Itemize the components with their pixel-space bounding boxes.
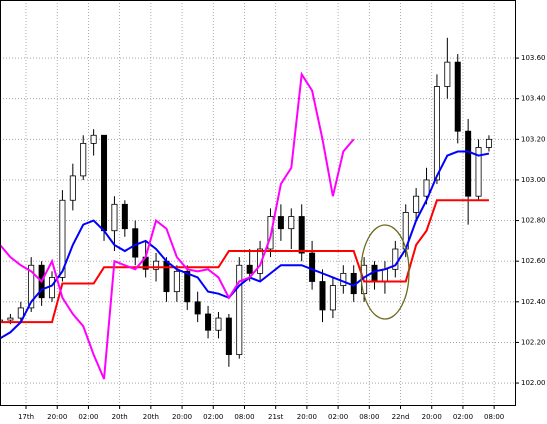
y-tick-label: 103.40 [521,95,546,103]
candle-body [288,216,295,230]
candle-body [225,317,232,356]
y-tick-label: 102.80 [521,217,546,225]
indicator-line [0,150,490,340]
candle-body [17,307,24,319]
annotation-ellipse [360,224,410,320]
candle-body [309,252,316,282]
plot [0,37,492,380]
candle-body [90,134,97,144]
candle-body [0,319,4,323]
candle-body [257,248,264,274]
x-tick-label: 17th [18,413,34,421]
candle-body [215,317,222,331]
candle-body [7,317,14,321]
x-tick-label: 20:00 [422,413,442,421]
y-tick-label: 103.60 [521,54,546,62]
candle-body [433,86,440,181]
candle-body [111,203,118,232]
indicator-line [0,71,355,380]
candle-body [319,281,326,311]
candle-body [277,216,284,230]
x-tick-label: 02:00 [78,413,98,421]
candle-body [340,272,347,286]
candle-body [28,264,35,309]
y-tick-label: 103.00 [521,176,546,184]
candle-body [69,175,76,201]
candle-body [392,248,399,270]
x-tick-label: 20:00 [297,413,317,421]
x-tick-label: 08:00 [484,413,504,421]
x-tick-label: 08:00 [234,413,254,421]
x-tick-label: 21st [268,413,284,421]
x-tick-label: 20th [143,413,159,421]
candle-body [194,301,201,315]
y-tick-label: 103.20 [521,135,546,143]
x-tick-label: 20th [112,413,128,421]
x-tick-label: 02:00 [203,413,223,421]
y-tick-label: 102.40 [521,298,546,306]
candle-body [173,270,180,293]
candle-body [205,313,212,331]
x-tick-label: 02:00 [453,413,473,421]
x-tick-label: 02:00 [328,413,348,421]
candle-body [101,134,108,232]
x-tick-label: 08:00 [359,413,379,421]
candle-body [236,264,243,356]
x-tick-label: 20:00 [47,413,67,421]
y-tick-label: 102.60 [521,257,546,265]
x-tick-label: 22nd [392,413,410,421]
candle-body [454,61,461,132]
candle-body [246,264,253,274]
candle-body [132,228,139,258]
candle-body [298,216,305,254]
x-tick-label: 20:00 [172,413,192,421]
y-tick-label: 102.00 [521,379,546,387]
plot-frame [0,0,516,406]
candle-body [413,195,420,213]
y-tick-label: 102.20 [521,338,546,346]
indicator-line [0,199,489,324]
candle-body [121,203,128,230]
candle-body [80,142,87,177]
candle-body [59,199,66,278]
candle-body [329,285,336,311]
candle-body [163,260,170,293]
candle-body [49,277,56,299]
candle-body [381,268,388,282]
candle-body [485,138,492,148]
candle-body [444,61,451,87]
candle-body [184,270,191,303]
candle-body [153,260,160,270]
candle-body [423,179,430,197]
candle-body [465,130,472,197]
candle-body [475,147,482,197]
